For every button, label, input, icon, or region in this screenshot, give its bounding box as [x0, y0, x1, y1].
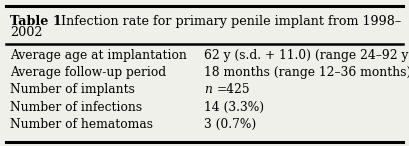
- Text: =425: =425: [217, 83, 250, 97]
- Text: 62 y (s.d. + 11.0) (range 24–92 y): 62 y (s.d. + 11.0) (range 24–92 y): [204, 49, 409, 62]
- Text: Table 1: Table 1: [10, 15, 62, 28]
- Text: Average follow-up period: Average follow-up period: [10, 66, 166, 79]
- Text: 3 (0.7%): 3 (0.7%): [204, 118, 257, 131]
- Text: n: n: [204, 83, 212, 97]
- Text: Number of hematomas: Number of hematomas: [10, 118, 153, 131]
- Text: 2002: 2002: [10, 26, 43, 39]
- Text: 14 (3.3%): 14 (3.3%): [204, 101, 265, 114]
- Text: 18 months (range 12–36 months): 18 months (range 12–36 months): [204, 66, 409, 79]
- Text: Infection rate for primary penile implant from 1998–: Infection rate for primary penile implan…: [53, 15, 401, 28]
- Text: Number of infections: Number of infections: [10, 101, 142, 114]
- Text: Number of implants: Number of implants: [10, 83, 135, 97]
- Text: Average age at implantation: Average age at implantation: [10, 49, 187, 62]
